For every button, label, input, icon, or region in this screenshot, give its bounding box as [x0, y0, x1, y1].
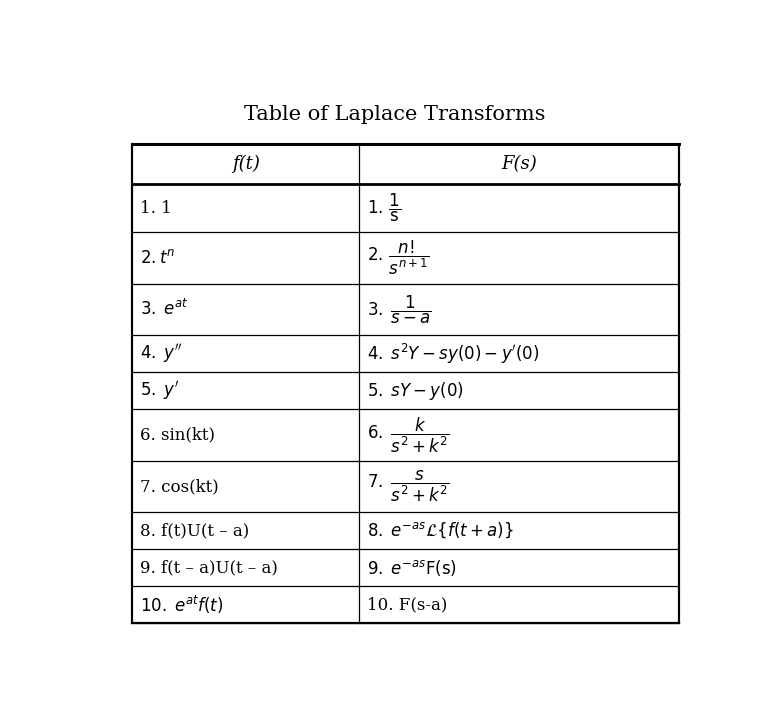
Text: $6. \; \dfrac{k}{s^{2}+k^{2}}$: $6. \; \dfrac{k}{s^{2}+k^{2}}$ — [367, 415, 449, 455]
Text: $4. \; y''$: $4. \; y''$ — [140, 342, 183, 365]
Text: $7. \; \dfrac{s}{s^{2}+k^{2}}$: $7. \; \dfrac{s}{s^{2}+k^{2}}$ — [367, 469, 449, 504]
Text: $2. \, \dfrac{n!}{s^{n+1}}$: $2. \, \dfrac{n!}{s^{n+1}}$ — [367, 239, 429, 277]
Text: $2.t^{n}$: $2.t^{n}$ — [140, 249, 176, 267]
Text: F(s): F(s) — [501, 155, 537, 173]
Text: $9. \; e^{-as}\mathrm{F(s)}$: $9. \; e^{-as}\mathrm{F(s)}$ — [367, 558, 456, 578]
Text: 6. sin(kt): 6. sin(kt) — [140, 427, 215, 443]
Text: f(t): f(t) — [232, 155, 260, 173]
Text: 9. f(t – a)U(t – a): 9. f(t – a)U(t – a) — [140, 559, 278, 576]
Text: $3. \; \dfrac{1}{s-a}$: $3. \; \dfrac{1}{s-a}$ — [367, 294, 432, 326]
Text: $5. \; sY - y(0)$: $5. \; sY - y(0)$ — [367, 379, 463, 402]
Text: 7. cos(kt): 7. cos(kt) — [140, 478, 219, 495]
Bar — [133, 144, 679, 624]
Text: 1. 1: 1. 1 — [140, 200, 172, 216]
Text: Table of Laplace Transforms: Table of Laplace Transforms — [244, 105, 546, 124]
Text: 8. f(t)U(t – a): 8. f(t)U(t – a) — [140, 522, 249, 539]
Text: $3. \; e^{at}$: $3. \; e^{at}$ — [140, 299, 189, 319]
Text: 10. F(s-a): 10. F(s-a) — [367, 596, 447, 614]
Text: $1. \, \dfrac{1}{\mathrm{s}}$: $1. \, \dfrac{1}{\mathrm{s}}$ — [367, 192, 401, 224]
Text: $5. \; y'$: $5. \; y'$ — [140, 379, 180, 402]
Text: $4. \; s^{2}Y - sy(0) - y'(0)$: $4. \; s^{2}Y - sy(0) - y'(0)$ — [367, 342, 540, 366]
Text: $10. \; e^{at}f(t)$: $10. \; e^{at}f(t)$ — [140, 594, 224, 616]
Text: $8. \; e^{-as}\mathcal{L}\{f(t+a)\}$: $8. \; e^{-as}\mathcal{L}\{f(t+a)\}$ — [367, 521, 513, 541]
